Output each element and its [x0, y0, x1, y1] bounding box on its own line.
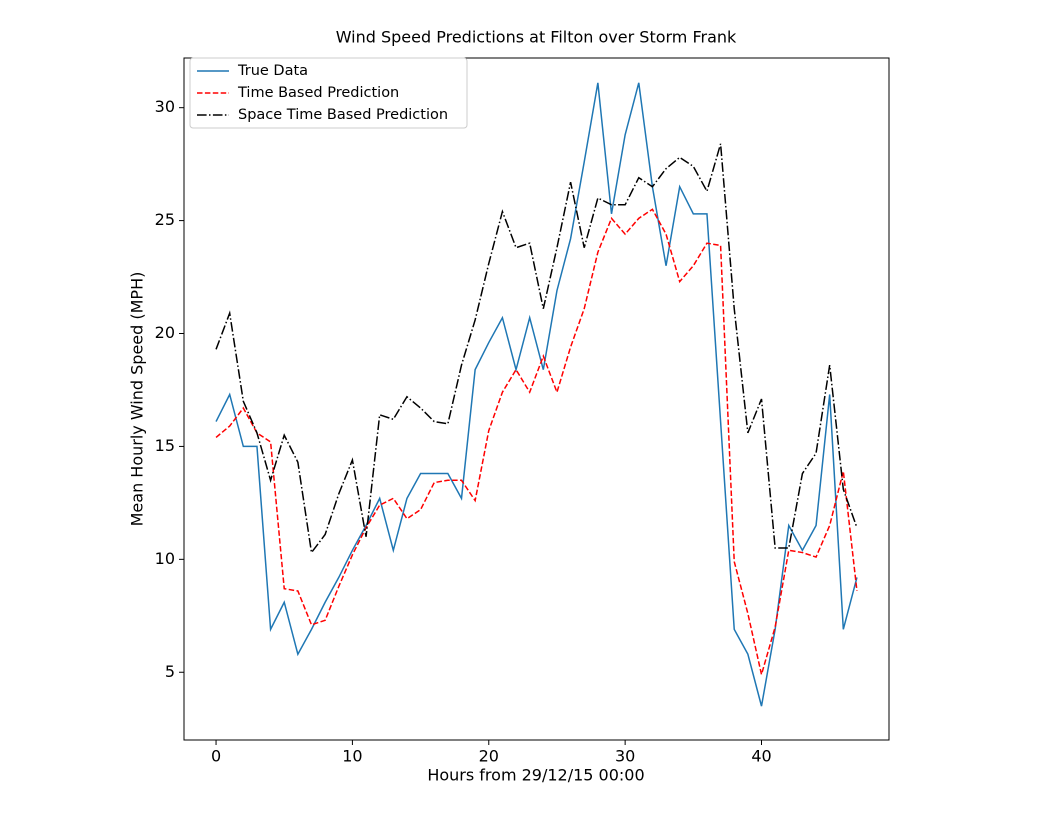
- x-tick-label: 40: [751, 747, 771, 766]
- legend-label: Space Time Based Prediction: [238, 107, 448, 123]
- plot-frame: [183, 57, 890, 741]
- y-tick-label: 25: [155, 210, 175, 229]
- y-tick-label: 10: [155, 549, 175, 568]
- y-tick-label: 15: [155, 436, 175, 455]
- series-line: [215, 208, 858, 675]
- x-tick-label: 30: [615, 747, 635, 766]
- chart-title: Wind Speed Predictions at Filton over St…: [336, 28, 737, 47]
- x-tick-label: 10: [342, 747, 362, 766]
- legend-box: [189, 57, 468, 129]
- series-line: [215, 143, 858, 555]
- legend-label: True Data: [237, 63, 308, 79]
- y-tick-label: 20: [155, 323, 175, 342]
- x-axis-label: Hours from 29/12/15 00:00: [427, 766, 644, 785]
- x-tick-label: 0: [211, 747, 221, 766]
- legend-label: Time Based Prediction: [237, 85, 399, 101]
- y-tick-label: 30: [155, 97, 175, 116]
- x-tick-label: 20: [479, 747, 499, 766]
- y-axis-label: Mean Hourly Wind Speed (MPH): [128, 272, 147, 527]
- y-tick-label: 5: [165, 662, 175, 681]
- series-line: [215, 82, 858, 707]
